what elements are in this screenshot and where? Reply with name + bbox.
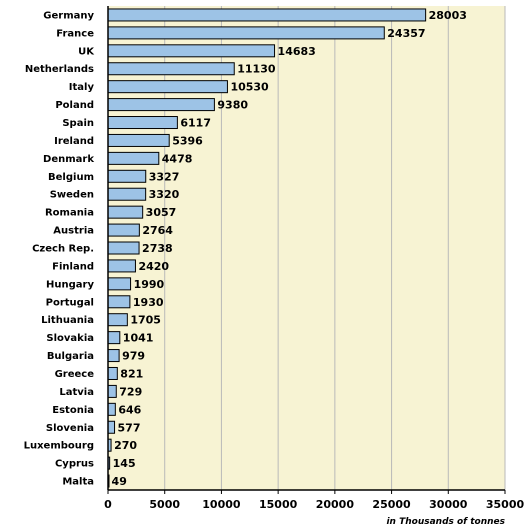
value-label: 1705 — [130, 314, 161, 327]
bar — [107, 187, 147, 201]
category-label: Belgium — [48, 172, 94, 183]
bar — [107, 116, 178, 130]
category-label: Italy — [69, 82, 95, 93]
x-axis-title: in Thousands of tonnes — [386, 517, 505, 527]
x-tick-label: 35000 — [486, 498, 525, 511]
category-label: Czech Rep. — [32, 244, 94, 255]
category-label: Estonia — [52, 405, 94, 416]
category-label: Cyprus — [55, 459, 94, 470]
bar — [107, 313, 128, 327]
category-label: Slovakia — [46, 333, 94, 344]
category-label: Hungary — [46, 279, 94, 290]
category-label: Ireland — [54, 136, 94, 147]
category-label: France — [56, 28, 94, 39]
category-label: Poland — [55, 100, 94, 111]
value-label: 1930 — [133, 296, 164, 309]
value-label: 24357 — [387, 27, 425, 40]
value-label: 11130 — [237, 63, 276, 76]
x-tick-label: 30000 — [429, 498, 468, 511]
category-label: UK — [78, 46, 95, 57]
value-label: 3320 — [149, 188, 180, 201]
value-label: 28003 — [429, 9, 467, 22]
x-tick-label: 15000 — [259, 498, 298, 511]
value-label: 6117 — [180, 117, 211, 130]
category-label: Denmark — [43, 154, 94, 165]
x-tick-labels: 0 5000 10000 15000 20000 25000 30000 35000 — [104, 498, 524, 511]
value-label: 10530 — [230, 81, 269, 94]
category-label: Luxembourg — [24, 441, 94, 452]
value-label: 979 — [122, 350, 145, 363]
x-tick-label: 25000 — [372, 498, 411, 511]
value-label: 3327 — [149, 170, 180, 183]
bar — [107, 349, 120, 363]
category-label: Portugal — [46, 297, 94, 308]
bar — [107, 205, 144, 219]
category-label: Romania — [45, 208, 94, 219]
category-label: Austria — [53, 226, 94, 237]
value-label: 2738 — [142, 242, 173, 255]
category-label: Latvia — [59, 387, 94, 398]
value-label: 145 — [113, 457, 136, 470]
value-label: 729 — [119, 385, 142, 398]
bar — [107, 169, 147, 183]
category-label: Spain — [62, 118, 94, 129]
value-label: 1990 — [134, 278, 165, 291]
category-label: Finland — [52, 261, 94, 272]
value-label: 4478 — [162, 152, 193, 165]
category-label: Sweden — [50, 190, 94, 201]
category-label: Netherlands — [25, 64, 94, 75]
bar — [107, 259, 136, 273]
bar — [107, 277, 132, 291]
bar — [107, 133, 170, 147]
category-label: Malta — [62, 477, 94, 488]
category-label: Lithuania — [41, 315, 94, 326]
category-labels: Germany France UK Netherlands Italy Poland Spa… — [24, 10, 96, 487]
category-label: Slovenia — [46, 423, 94, 434]
bar — [107, 44, 276, 58]
x-tick-label: 0 — [104, 498, 112, 511]
bar — [107, 420, 116, 434]
value-label: 3057 — [146, 206, 177, 219]
value-label: 14683 — [278, 45, 316, 58]
value-label: 270 — [114, 439, 137, 452]
x-tick-label: 5000 — [149, 498, 180, 511]
value-label: 577 — [118, 421, 141, 434]
bar — [107, 223, 140, 237]
category-label: Bulgaria — [47, 351, 94, 362]
bar — [107, 366, 118, 380]
category-label: Greece — [55, 369, 95, 380]
bar — [107, 80, 228, 94]
value-label: 821 — [120, 367, 143, 380]
bar — [107, 151, 160, 165]
x-tick-label: 20000 — [316, 498, 355, 511]
value-label: 2420 — [138, 260, 169, 273]
bar — [107, 384, 117, 398]
bar — [107, 98, 215, 112]
value-label: 1041 — [123, 332, 154, 345]
bar — [107, 241, 140, 255]
bar — [107, 8, 427, 22]
value-label: 646 — [118, 403, 141, 416]
bar — [107, 295, 131, 309]
value-label: 9380 — [217, 99, 248, 112]
bar — [107, 62, 235, 76]
category-label: Germany — [43, 10, 94, 21]
value-label: 2764 — [142, 224, 173, 237]
bar — [107, 331, 121, 345]
value-label: 49 — [112, 475, 127, 488]
x-tick-label: 10000 — [202, 498, 241, 511]
value-label: 5396 — [172, 134, 203, 147]
bar — [107, 402, 116, 416]
bar — [107, 26, 385, 40]
axes — [107, 6, 505, 491]
